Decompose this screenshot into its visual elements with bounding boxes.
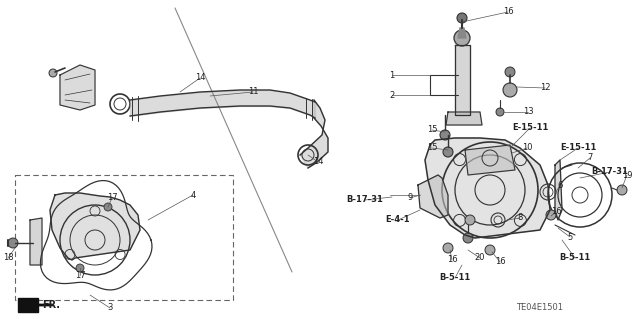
Text: 9: 9 bbox=[408, 194, 413, 203]
Text: 12: 12 bbox=[540, 84, 550, 93]
Circle shape bbox=[443, 243, 453, 253]
Text: B-17-31: B-17-31 bbox=[347, 196, 383, 204]
Polygon shape bbox=[458, 28, 466, 38]
Text: 8: 8 bbox=[517, 213, 523, 222]
Text: E-4-1: E-4-1 bbox=[386, 216, 410, 225]
Polygon shape bbox=[300, 100, 328, 168]
Text: B-17-31: B-17-31 bbox=[591, 167, 628, 176]
Circle shape bbox=[496, 108, 504, 116]
Circle shape bbox=[8, 238, 18, 248]
Text: 16: 16 bbox=[502, 8, 513, 17]
Polygon shape bbox=[30, 218, 42, 265]
Circle shape bbox=[443, 147, 453, 157]
Text: 20: 20 bbox=[475, 254, 485, 263]
Text: 11: 11 bbox=[248, 87, 259, 97]
Text: 14: 14 bbox=[195, 73, 205, 83]
Text: 15: 15 bbox=[427, 125, 437, 135]
Text: 5: 5 bbox=[568, 233, 573, 241]
Circle shape bbox=[49, 69, 57, 77]
Text: FR.: FR. bbox=[42, 300, 60, 310]
Text: 4: 4 bbox=[190, 190, 196, 199]
Circle shape bbox=[454, 30, 470, 46]
Circle shape bbox=[463, 233, 473, 243]
Polygon shape bbox=[60, 65, 95, 110]
Text: 10: 10 bbox=[522, 144, 532, 152]
Polygon shape bbox=[50, 193, 140, 260]
Text: 13: 13 bbox=[523, 108, 533, 116]
Text: 16: 16 bbox=[550, 207, 561, 217]
Polygon shape bbox=[418, 175, 448, 218]
Text: 7: 7 bbox=[588, 153, 593, 162]
Circle shape bbox=[76, 264, 84, 272]
Text: TE04E1501: TE04E1501 bbox=[516, 303, 563, 313]
Bar bbox=[15, 175, 233, 300]
Text: 18: 18 bbox=[3, 254, 13, 263]
Circle shape bbox=[440, 130, 450, 140]
Polygon shape bbox=[555, 160, 562, 220]
Text: 14: 14 bbox=[313, 158, 323, 167]
Text: 16: 16 bbox=[495, 257, 506, 266]
Text: 17: 17 bbox=[107, 194, 117, 203]
Text: 17: 17 bbox=[75, 271, 85, 279]
Circle shape bbox=[465, 215, 475, 225]
Polygon shape bbox=[425, 138, 550, 238]
Text: B-5-11: B-5-11 bbox=[559, 254, 591, 263]
Polygon shape bbox=[465, 145, 515, 175]
Text: 6: 6 bbox=[557, 181, 563, 189]
Circle shape bbox=[485, 245, 495, 255]
Text: 2: 2 bbox=[389, 91, 395, 100]
Text: E-15-11: E-15-11 bbox=[560, 144, 596, 152]
Text: 16: 16 bbox=[447, 256, 458, 264]
Text: 3: 3 bbox=[108, 303, 113, 313]
Polygon shape bbox=[455, 45, 470, 115]
Circle shape bbox=[503, 83, 517, 97]
Text: 15: 15 bbox=[427, 144, 437, 152]
Text: 19: 19 bbox=[621, 170, 632, 180]
Circle shape bbox=[505, 67, 515, 77]
Text: 1: 1 bbox=[389, 70, 395, 79]
Polygon shape bbox=[18, 298, 38, 312]
Text: E-15-11: E-15-11 bbox=[512, 123, 548, 132]
Circle shape bbox=[546, 210, 556, 220]
Circle shape bbox=[457, 13, 467, 23]
Circle shape bbox=[104, 203, 112, 211]
Text: B-5-11: B-5-11 bbox=[440, 273, 470, 283]
Polygon shape bbox=[446, 112, 482, 125]
Circle shape bbox=[617, 185, 627, 195]
